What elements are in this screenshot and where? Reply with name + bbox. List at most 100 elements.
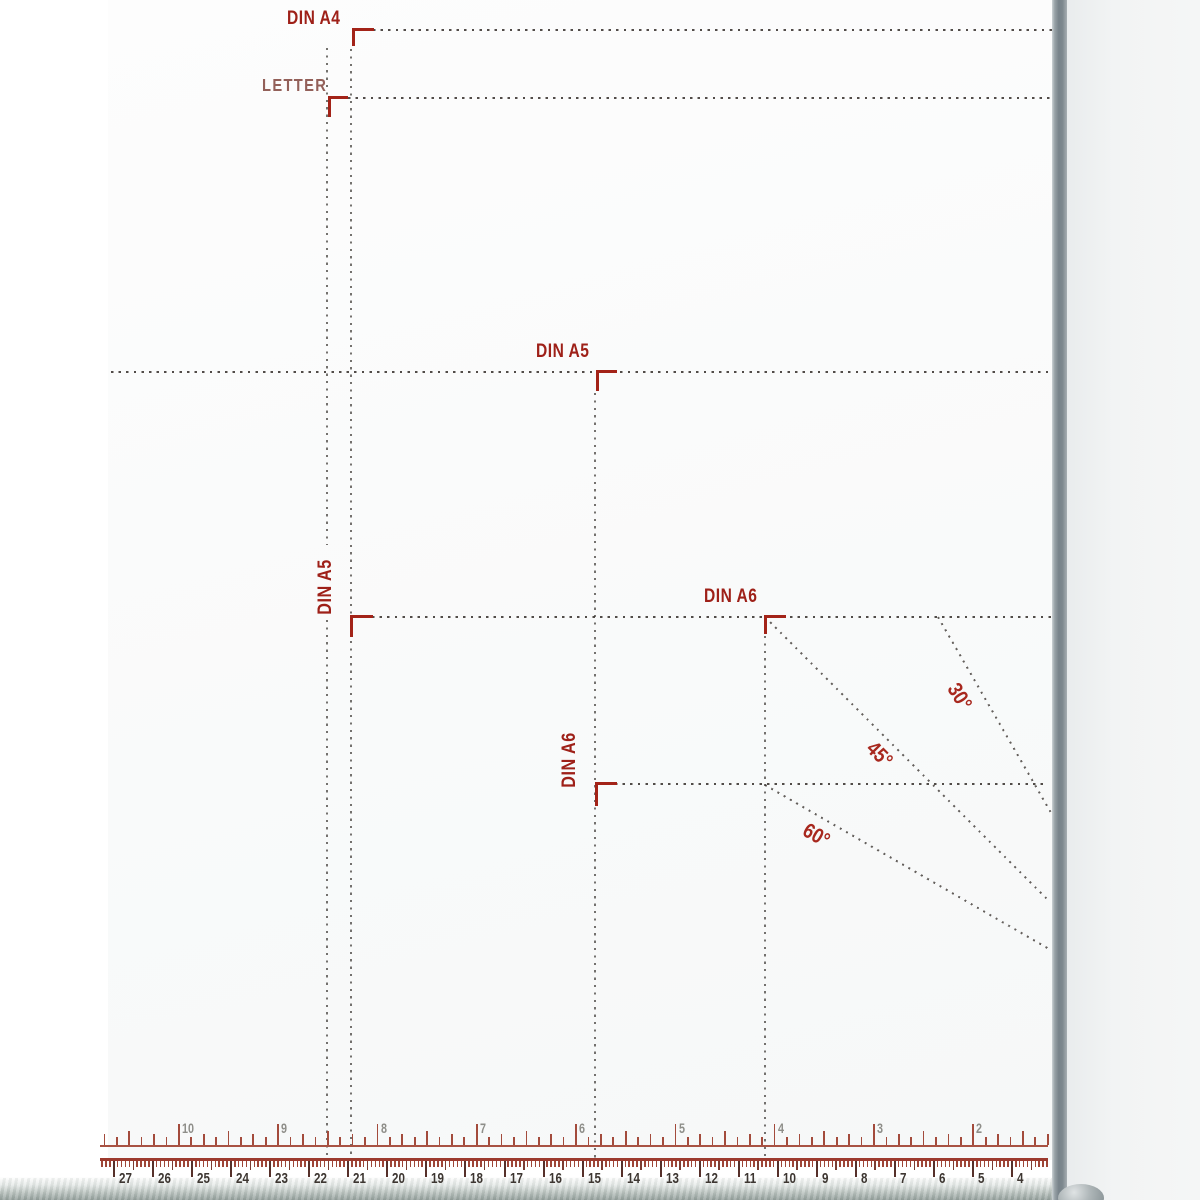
cm-ruler-tick — [976, 1161, 978, 1167]
cm-ruler-tick — [819, 1161, 822, 1167]
inch-ruler-tick — [401, 1134, 404, 1145]
cm-ruler-tick — [929, 1161, 931, 1167]
cm-ruler-tick — [671, 1161, 673, 1167]
cm-ruler-tick — [441, 1161, 443, 1167]
cm-ruler-tick — [620, 1161, 623, 1177]
cm-ruler-tick — [706, 1161, 709, 1167]
inch-ruler-tick — [475, 1124, 478, 1145]
inch-ruler-tick — [662, 1137, 664, 1145]
cm-ruler-tick — [694, 1161, 697, 1167]
cm-ruler-tick — [1042, 1161, 1044, 1167]
inch-ruler-tick — [128, 1131, 131, 1145]
inch-ruler-tick — [761, 1137, 764, 1145]
cm-ruler-tick — [788, 1161, 791, 1167]
cm-ruler-tick — [815, 1161, 818, 1177]
cm-ruler-tick — [277, 1161, 279, 1167]
inch-ruler-number: 3 — [877, 1121, 884, 1136]
cm-ruler-tick — [343, 1161, 345, 1167]
din-a4-corner-mark — [352, 28, 374, 46]
cm-ruler-tick — [753, 1161, 755, 1167]
cm-ruler-tick — [901, 1161, 904, 1167]
cm-ruler-tick — [304, 1161, 306, 1167]
letter-label: LETTER — [262, 75, 328, 95]
cm-ruler-tick — [179, 1161, 181, 1167]
cm-ruler-tick — [862, 1161, 865, 1167]
inch-ruler-tick — [277, 1124, 279, 1145]
corner-screw — [1058, 1184, 1104, 1200]
right-side-panel — [1067, 0, 1200, 1200]
cm-ruler-tick — [558, 1161, 560, 1167]
cm-ruler-number: 17 — [509, 1171, 523, 1187]
inch-ruler-tick — [823, 1131, 826, 1145]
cm-ruler-tick — [761, 1161, 763, 1167]
cm-ruler-tick — [546, 1161, 548, 1167]
cm-ruler-tick — [113, 1161, 115, 1177]
cm-ruler-tick — [772, 1161, 775, 1167]
cm-ruler-tick — [647, 1161, 650, 1167]
cm-ruler-tick — [745, 1161, 748, 1167]
inch-ruler-tick — [140, 1137, 143, 1145]
cm-ruler-tick — [769, 1161, 771, 1167]
cm-ruler-tick — [253, 1161, 256, 1167]
cm-ruler-tick — [749, 1161, 751, 1167]
cm-ruler-number: 4 — [1017, 1171, 1024, 1187]
cm-ruler-number: 13 — [665, 1171, 679, 1187]
inch-ruler-tick — [885, 1137, 888, 1145]
cm-ruler-tick — [312, 1161, 314, 1167]
cm-ruler-tick — [230, 1161, 233, 1177]
cm-ruler-tick — [191, 1161, 194, 1177]
cm-ruler-tick — [542, 1161, 545, 1177]
cm-ruler-tick — [679, 1161, 681, 1170]
a5-portrait-guide-line — [111, 371, 1052, 374]
cm-ruler-tick — [499, 1161, 502, 1167]
cm-ruler-tick — [870, 1161, 873, 1167]
cm-ruler-tick — [608, 1161, 611, 1167]
cm-ruler-tick — [905, 1161, 908, 1167]
inch-ruler-number: 8 — [380, 1121, 387, 1136]
cm-ruler-number: 5 — [978, 1171, 985, 1187]
cm-ruler-tick — [913, 1161, 916, 1170]
inch-ruler-tick — [488, 1137, 490, 1145]
inch-ruler-tick — [997, 1134, 999, 1145]
inch-ruler-tick — [326, 1131, 329, 1145]
cm-ruler-tick — [187, 1161, 189, 1167]
cm-ruler-tick — [796, 1161, 798, 1170]
inch-ruler-tick — [413, 1137, 416, 1145]
inch-ruler-number: 7 — [479, 1121, 486, 1136]
cm-ruler-tick — [491, 1161, 494, 1167]
cm-ruler-tick — [534, 1161, 537, 1167]
inch-ruler-tick — [537, 1137, 540, 1145]
cm-ruler-tick — [362, 1161, 365, 1167]
cm-ruler-tick — [265, 1161, 267, 1167]
cm-ruler-tick — [733, 1161, 736, 1167]
cm-ruler-tick — [550, 1161, 552, 1167]
inch-ruler-tick — [910, 1137, 913, 1145]
cm-ruler-tick — [968, 1161, 970, 1167]
inch-ruler-tick — [1009, 1137, 1012, 1145]
cm-ruler-tick — [476, 1161, 478, 1167]
cm-ruler-tick — [554, 1161, 556, 1167]
cm-ruler-tick — [605, 1161, 607, 1167]
cm-ruler-tick — [729, 1161, 732, 1167]
cutting-board-surface — [108, 0, 1052, 1200]
cm-ruler-tick — [757, 1161, 759, 1170]
inch-ruler-tick — [959, 1137, 962, 1145]
cm-ruler-tick — [472, 1161, 474, 1167]
inch-ruler-tick — [153, 1134, 155, 1145]
cm-ruler-tick — [944, 1161, 947, 1167]
cm-ruler-number: 12 — [704, 1171, 718, 1187]
cm-ruler-tick — [843, 1161, 845, 1167]
cm-ruler-tick — [808, 1161, 810, 1167]
cm-ruler-tick — [1015, 1161, 1017, 1167]
cm-ruler-tick — [964, 1161, 966, 1167]
cm-ruler-tick — [198, 1161, 201, 1167]
cm-ruler-number: 27 — [119, 1171, 132, 1187]
cm-ruler-tick — [155, 1161, 158, 1167]
cm-ruler-tick — [925, 1161, 927, 1167]
cm-ruler-tick — [640, 1161, 642, 1170]
cm-ruler-number: 9 — [821, 1171, 829, 1187]
cm-ruler-tick — [523, 1161, 525, 1170]
cm-ruler-tick — [202, 1161, 205, 1167]
cm-ruler-tick — [171, 1161, 174, 1170]
cm-ruler-tick — [983, 1161, 986, 1167]
